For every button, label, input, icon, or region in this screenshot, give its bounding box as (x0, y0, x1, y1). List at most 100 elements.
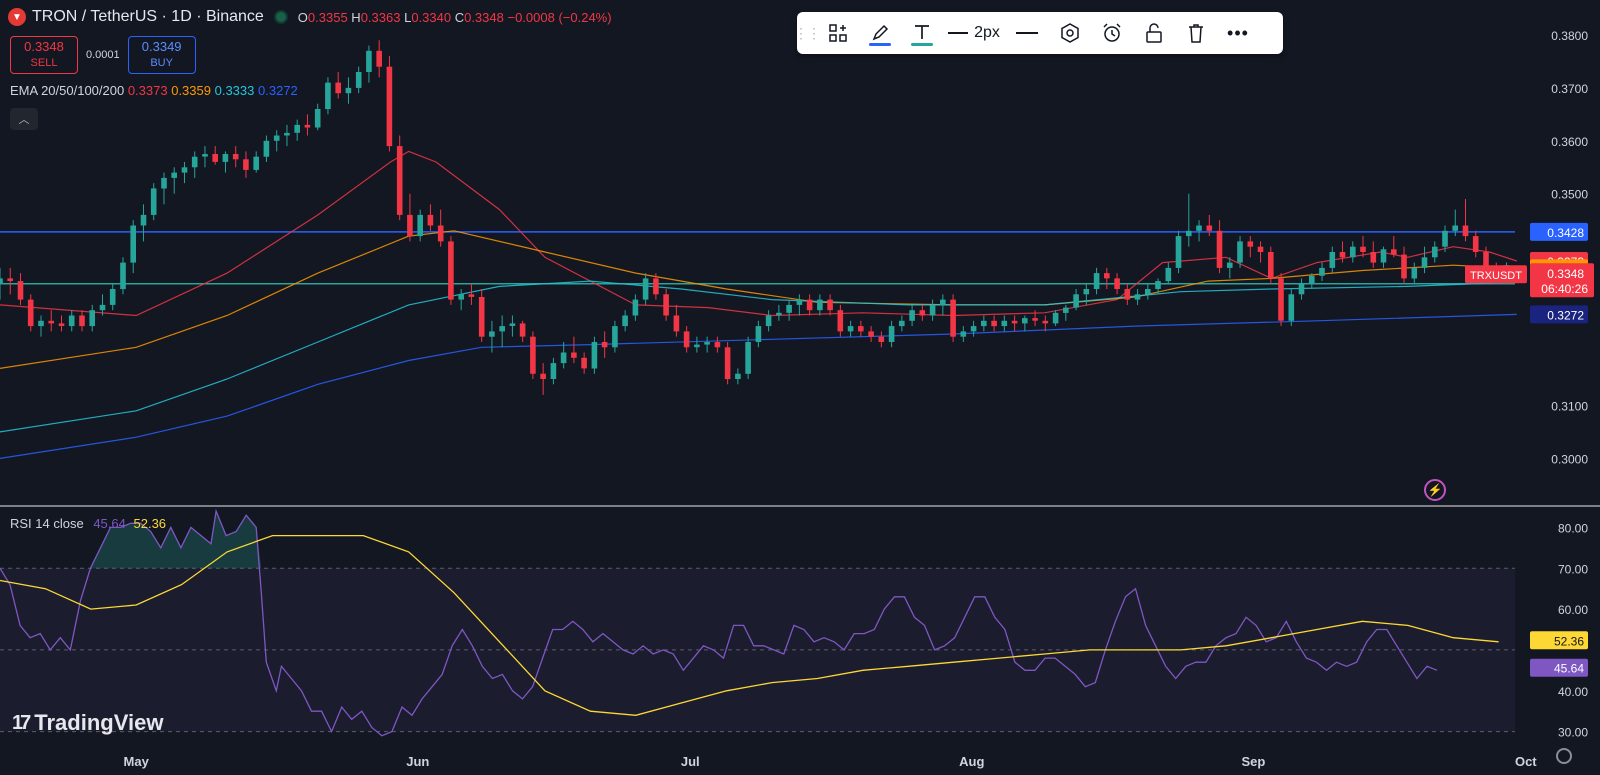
collapse-legend-button[interactable]: ︿ (10, 108, 38, 130)
candle-body (1432, 246, 1438, 258)
close-label: C (454, 9, 465, 25)
candle-body (601, 342, 608, 348)
line-style-icon[interactable] (1005, 12, 1049, 54)
candle-body (314, 109, 321, 128)
candle-body (243, 159, 249, 170)
candle-body (109, 289, 116, 305)
ema200-line (0, 313, 1517, 459)
candle-body (1391, 249, 1397, 255)
candle-body (1370, 252, 1377, 263)
alert-clock-icon[interactable] (1091, 12, 1133, 54)
candle-body (1350, 246, 1356, 258)
sell-button[interactable]: 0.3348 SELL (10, 36, 78, 74)
candle-body (79, 315, 85, 327)
candle-body (663, 294, 669, 316)
candle-body (1339, 252, 1346, 258)
rsi-legend[interactable]: RSI 14 close 45.64 52.36 (10, 516, 166, 531)
more-icon[interactable]: ••• (1227, 22, 1249, 43)
candle-body (1462, 225, 1469, 237)
ema-legend[interactable]: EMA 20/50/100/200 0.3373 0.3359 0.3333 0… (10, 83, 298, 98)
candle-body (27, 299, 34, 327)
candle-body (837, 310, 844, 332)
trash-icon[interactable] (1175, 12, 1217, 54)
candle-body (612, 326, 618, 348)
last-price-box (1530, 263, 1594, 298)
candle-body (622, 315, 628, 327)
candle-body (899, 320, 905, 327)
candle-body (776, 312, 782, 316)
candle-body (345, 87, 352, 94)
candle-body (222, 154, 229, 162)
gear-icon[interactable] (1556, 748, 1572, 764)
candle-body (1360, 246, 1366, 252)
candle-body (970, 326, 977, 332)
candle-body (1155, 281, 1161, 289)
tradingview-name: TradingView (34, 710, 164, 735)
candle-body (724, 347, 731, 380)
ema100-line (0, 280, 1517, 433)
candle-body (294, 124, 300, 133)
candle-body (181, 167, 188, 173)
spread-value: 0.0001 (86, 49, 120, 61)
price-axis-tick: 0.3800 (1551, 29, 1588, 43)
candle-body (909, 310, 915, 321)
candle-body (632, 299, 639, 316)
rsi-axis-tick: 40.00 (1558, 685, 1588, 699)
candle-body (489, 331, 495, 337)
candle-body (919, 310, 926, 316)
candle-body (1145, 289, 1151, 295)
candle-body (335, 82, 341, 94)
price-axis-tick: 0.3600 (1551, 135, 1588, 149)
text-icon[interactable] (901, 12, 943, 54)
candle-body (1278, 278, 1284, 321)
candle-body (940, 299, 946, 305)
change-value: −0.0008 (−0.24%) (507, 9, 612, 25)
templates-icon[interactable] (817, 12, 859, 54)
candle-body (673, 315, 680, 332)
lock-icon[interactable] (1133, 12, 1175, 54)
time-axis-tick: Jul (681, 754, 700, 769)
candle-body (407, 214, 413, 237)
lightning-icon[interactable]: ⚡ (1424, 479, 1446, 501)
line-width-selector[interactable]: 2px (943, 12, 1005, 54)
candle-body (1093, 273, 1100, 289)
ema200-value: 0.3272 (258, 83, 298, 98)
candle-body (468, 294, 475, 297)
candle-body (48, 320, 54, 324)
candle-body (355, 72, 362, 88)
candle-body (191, 156, 198, 168)
settings-hexagon-icon[interactable] (1049, 12, 1091, 54)
pencil-icon[interactable] (859, 12, 901, 54)
candle-body (960, 331, 967, 337)
open-value: 0.3355 (307, 9, 348, 25)
candle-body (540, 373, 546, 379)
tradingview-logo[interactable]: 17 TradingView (12, 710, 163, 736)
symbol-title[interactable]: TRON / TetherUS · 1D · Binance (32, 8, 264, 25)
candle-body (1134, 294, 1141, 300)
text-color-swatch (911, 43, 933, 46)
candle-body (1237, 241, 1243, 263)
candle-body (888, 326, 895, 342)
sell-label: SELL (30, 57, 58, 69)
candle-body (1165, 267, 1172, 282)
candle-body (458, 294, 464, 300)
candle-body (1421, 257, 1428, 268)
ema20-line (0, 150, 1517, 317)
candle-body (765, 315, 772, 327)
rsi-ma-label-box (1530, 631, 1588, 650)
candle-body (1042, 320, 1049, 324)
candle-body (161, 177, 167, 189)
drag-grip-icon[interactable]: ⋮⋮ (794, 24, 821, 41)
candle-body (284, 132, 290, 136)
candle-body (304, 124, 311, 128)
candle-body (1001, 320, 1008, 327)
candle-body (847, 326, 854, 332)
candle-body (1196, 225, 1202, 231)
price-axis-tick: 0.3100 (1551, 400, 1588, 414)
candle-body (653, 278, 659, 295)
buy-button[interactable]: 0.3349 BUY (127, 36, 196, 74)
candle-body (683, 331, 690, 348)
candle-body (1124, 289, 1131, 300)
candle-body (1411, 267, 1418, 279)
